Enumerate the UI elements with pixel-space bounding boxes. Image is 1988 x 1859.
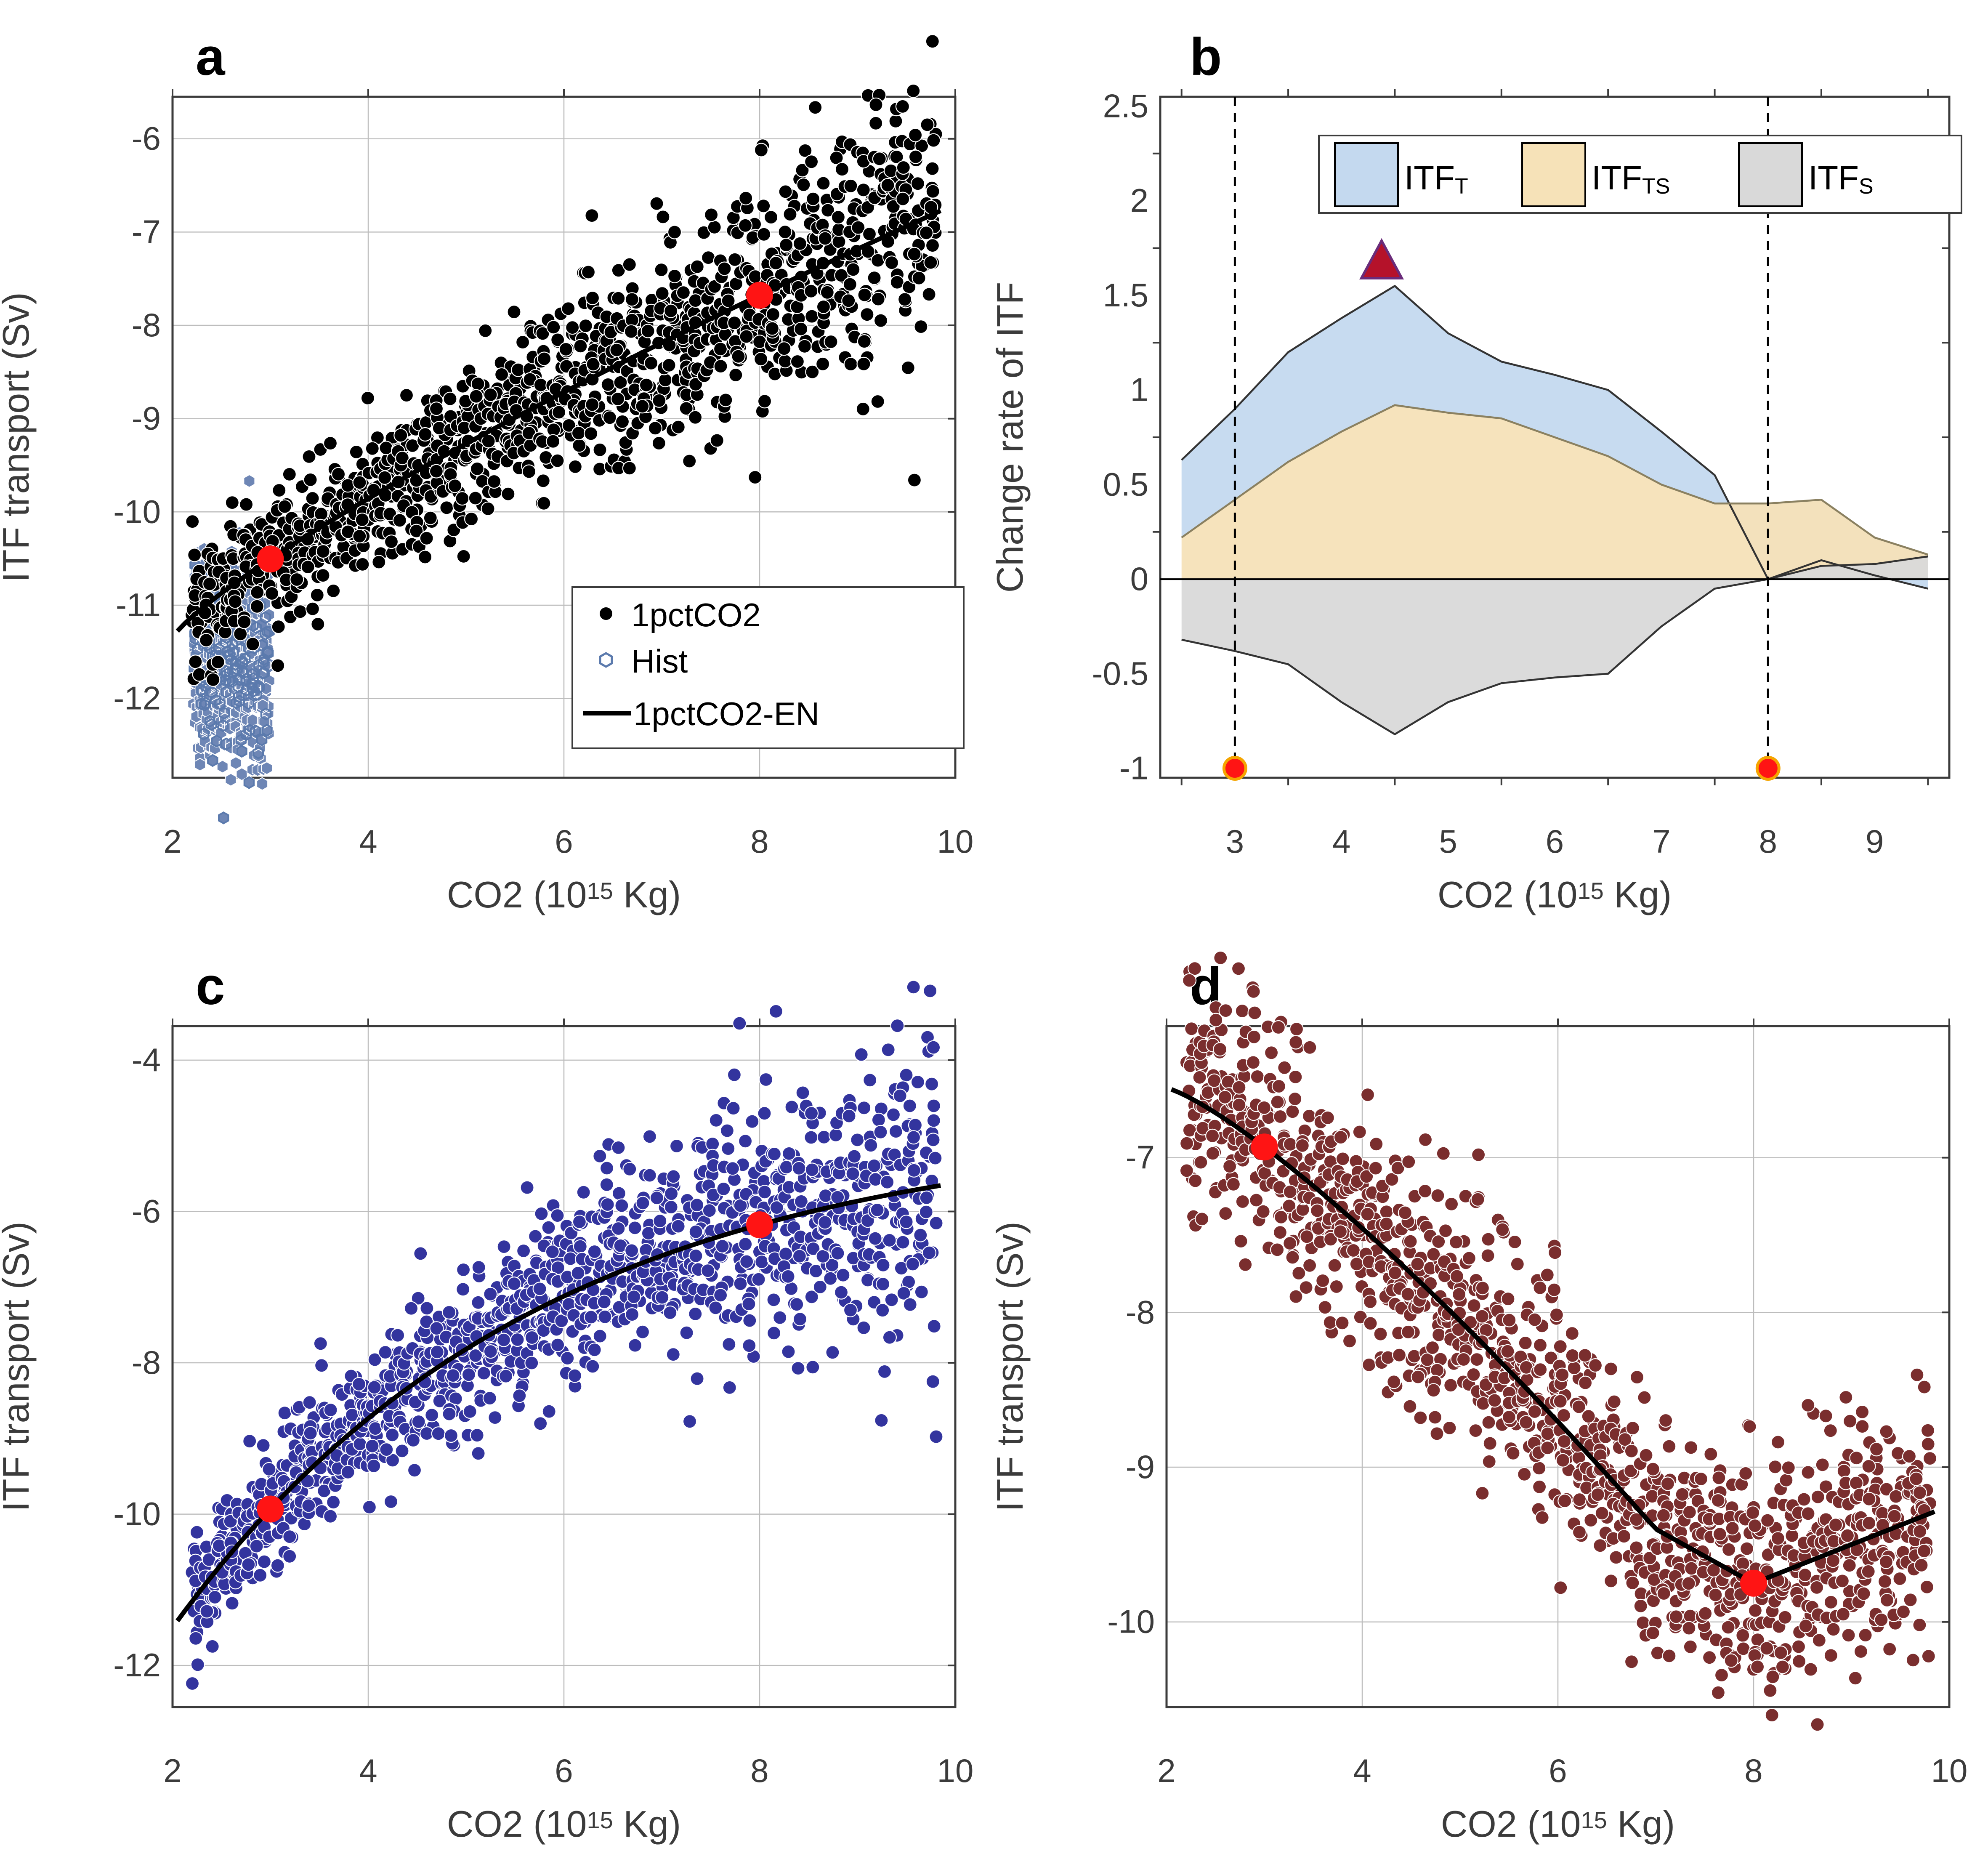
svg-text:2: 2 — [163, 1752, 181, 1789]
svg-text:3: 3 — [1226, 823, 1244, 860]
svg-text:-7: -7 — [1126, 1139, 1155, 1176]
svg-text:4: 4 — [359, 823, 377, 860]
svg-text:b: b — [1190, 28, 1222, 86]
svg-text:-9: -9 — [132, 400, 161, 437]
svg-text:-10: -10 — [1107, 1603, 1155, 1640]
svg-text:-6: -6 — [132, 120, 161, 157]
svg-text:2: 2 — [1130, 182, 1148, 219]
svg-text:1.5: 1.5 — [1103, 277, 1148, 314]
svg-text:8: 8 — [750, 823, 768, 860]
svg-text:-7: -7 — [132, 213, 161, 250]
svg-text:ITF transport (Sv): ITF transport (Sv) — [0, 1221, 37, 1511]
svg-text:-9: -9 — [1126, 1448, 1155, 1485]
svg-text:-10: -10 — [113, 493, 161, 530]
svg-text:CO2 (1015 Kg): CO2 (1015 Kg) — [1441, 1803, 1675, 1845]
svg-text:-10: -10 — [113, 1495, 161, 1532]
svg-text:4: 4 — [359, 1752, 377, 1789]
svg-text:0.5: 0.5 — [1103, 465, 1148, 503]
svg-text:-12: -12 — [113, 1646, 161, 1683]
svg-text:10: 10 — [937, 823, 974, 860]
svg-text:-12: -12 — [113, 680, 161, 717]
svg-text:-1: -1 — [1119, 750, 1148, 787]
svg-text:1pctCO2-EN: 1pctCO2-EN — [633, 695, 819, 732]
svg-text:1pctCO2: 1pctCO2 — [631, 596, 761, 633]
svg-text:-11: -11 — [116, 586, 161, 623]
svg-text:-8: -8 — [132, 1344, 161, 1381]
svg-text:6: 6 — [1546, 823, 1564, 860]
svg-text:-0.5: -0.5 — [1092, 655, 1148, 692]
svg-text:ITF transport (Sv): ITF transport (Sv) — [0, 292, 37, 582]
svg-text:2.5: 2.5 — [1103, 88, 1148, 125]
svg-text:-4: -4 — [132, 1041, 161, 1078]
svg-text:6: 6 — [555, 823, 573, 860]
svg-text:8: 8 — [750, 1752, 768, 1789]
svg-text:7: 7 — [1652, 823, 1670, 860]
svg-text:a: a — [196, 28, 226, 86]
svg-text:Change rate of ITF: Change rate of ITF — [994, 282, 1031, 593]
svg-text:1: 1 — [1130, 371, 1148, 408]
svg-text:-6: -6 — [132, 1193, 161, 1230]
svg-text:CO2 (1015 Kg): CO2 (1015 Kg) — [447, 874, 681, 915]
svg-text:2: 2 — [163, 823, 181, 860]
svg-text:c: c — [196, 957, 225, 1016]
svg-text:5: 5 — [1439, 823, 1457, 860]
svg-text:8: 8 — [1759, 823, 1777, 860]
svg-text:CO2 (1015 Kg): CO2 (1015 Kg) — [447, 1803, 681, 1845]
svg-text:2: 2 — [1157, 1752, 1175, 1789]
svg-text:Hist: Hist — [631, 643, 688, 680]
svg-text:6: 6 — [1549, 1752, 1567, 1789]
svg-text:9: 9 — [1866, 823, 1884, 860]
svg-text:4: 4 — [1353, 1752, 1371, 1789]
svg-text:ITF transport (Sv): ITF transport (Sv) — [994, 1221, 1031, 1511]
svg-text:10: 10 — [937, 1752, 974, 1789]
svg-text:CO2 (1015 Kg): CO2 (1015 Kg) — [1438, 874, 1672, 915]
svg-text:8: 8 — [1744, 1752, 1762, 1789]
svg-text:4: 4 — [1332, 823, 1350, 860]
svg-text:10: 10 — [1931, 1752, 1968, 1789]
svg-text:0: 0 — [1130, 560, 1148, 597]
svg-text:-8: -8 — [1126, 1293, 1155, 1330]
svg-text:6: 6 — [555, 1752, 573, 1789]
svg-text:-8: -8 — [132, 306, 161, 343]
